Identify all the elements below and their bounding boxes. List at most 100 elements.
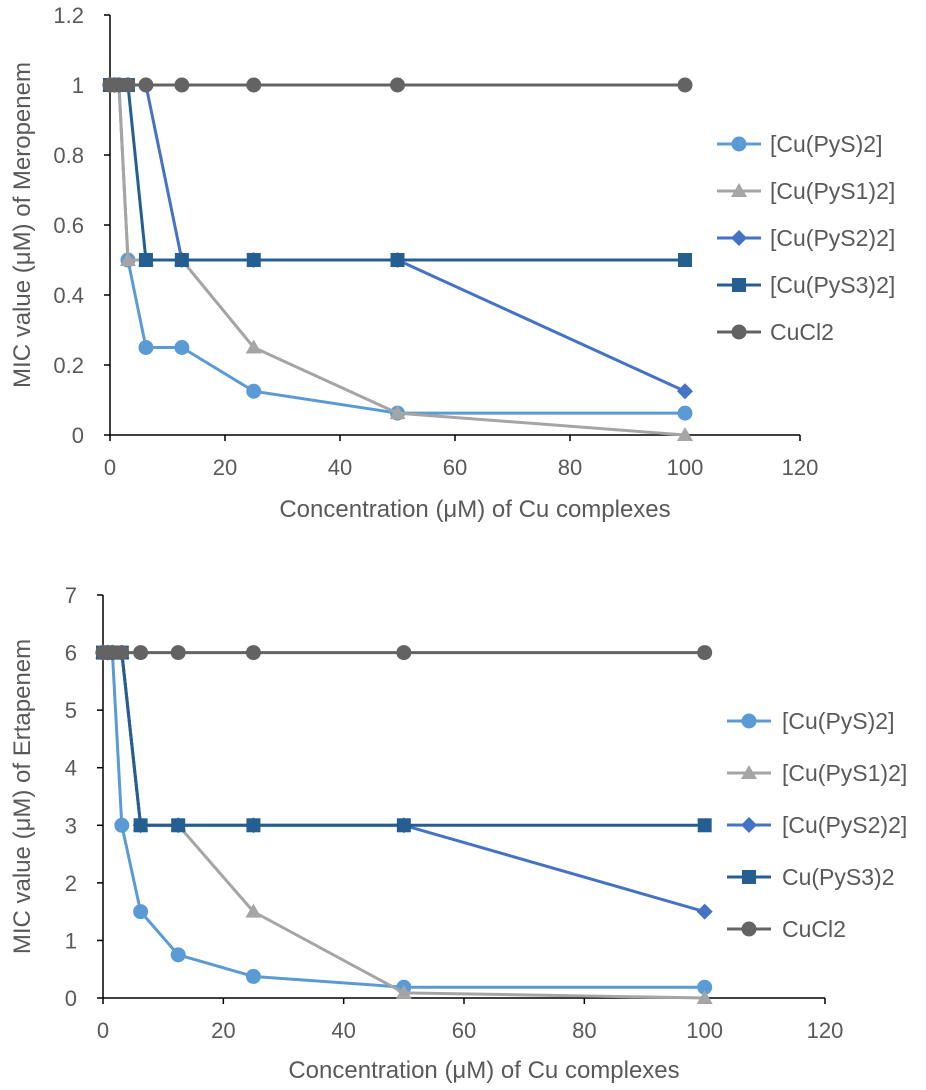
legend-item: CuCl2 bbox=[717, 319, 834, 345]
x-tick-label: 20 bbox=[211, 1018, 235, 1043]
legend-marker bbox=[742, 870, 756, 884]
y-tick-label: 6 bbox=[65, 641, 77, 666]
legend-label: [Cu(PyS1)2] bbox=[782, 760, 907, 786]
data-point bbox=[696, 990, 713, 1004]
series-4 bbox=[96, 645, 712, 833]
y-tick-label: 7 bbox=[65, 583, 77, 608]
data-point bbox=[138, 77, 154, 93]
legend-label: [Cu(PyS)2] bbox=[770, 131, 882, 157]
x-axis-label: Concentration (μM) of Cu complexes bbox=[288, 1057, 679, 1084]
chart-1: 0 0.2 0.4 0.6 0.8 1 1.2 0 20 40 60 80 100 120 Concentr… bbox=[9, 3, 895, 523]
series-line bbox=[103, 651, 705, 827]
y-tick-label: 4 bbox=[65, 756, 77, 781]
x-tick-label: 80 bbox=[572, 1018, 596, 1043]
data-point bbox=[174, 77, 190, 93]
legend-label: [Cu(PyS1)2] bbox=[770, 178, 895, 204]
legend-marker bbox=[731, 183, 747, 197]
legend-label: CuCl2 bbox=[782, 916, 846, 942]
data-point bbox=[171, 818, 186, 833]
data-point bbox=[697, 979, 713, 995]
x-tick-label: 40 bbox=[331, 1018, 355, 1043]
y-tick-label: 0 bbox=[72, 423, 84, 448]
y-tick-label: 2 bbox=[65, 871, 77, 896]
legend-item: [Cu(PyS)2] bbox=[727, 708, 894, 734]
legend-marker bbox=[731, 324, 747, 340]
legend-marker bbox=[732, 278, 746, 292]
data-point bbox=[245, 645, 261, 661]
legend-item: Cu(PyS3)2 bbox=[727, 864, 894, 890]
data-point bbox=[390, 77, 405, 93]
data-point bbox=[678, 253, 692, 267]
series-4 bbox=[103, 78, 692, 267]
series-5 bbox=[95, 645, 713, 661]
y-tick-label: 0.8 bbox=[53, 143, 84, 168]
legend-label: CuCl2 bbox=[770, 319, 834, 345]
y-tick-label: 0.2 bbox=[53, 353, 84, 378]
data-point bbox=[396, 818, 411, 833]
data-point bbox=[245, 968, 261, 984]
data-point bbox=[245, 339, 262, 354]
x-tick-label: 20 bbox=[213, 455, 237, 480]
x-tick-label: 100 bbox=[667, 455, 704, 480]
data-point bbox=[174, 253, 189, 267]
data-point bbox=[246, 818, 261, 833]
data-point bbox=[396, 645, 412, 661]
legend-marker bbox=[741, 765, 757, 779]
data-point bbox=[677, 383, 693, 400]
legend: [Cu(PyS)2] [Cu(PyS1)2] [Cu(PyS2)2] [Cu(PyS3… bbox=[717, 131, 895, 345]
data-point bbox=[170, 947, 186, 963]
legend-item: [Cu(PyS2)2] bbox=[717, 225, 895, 251]
x-tick-label: 120 bbox=[782, 455, 819, 480]
data-point bbox=[133, 818, 148, 833]
y-tick-label: 1 bbox=[65, 928, 77, 953]
y-tick-label: 5 bbox=[65, 698, 77, 723]
data-point bbox=[389, 405, 406, 420]
x-tick-label: 80 bbox=[558, 455, 582, 480]
chart-2: 0 1 2 3 4 5 6 7 0 20 40 60 80 100 120 Concentration (μM… bbox=[9, 583, 907, 1084]
data-point bbox=[697, 818, 712, 833]
x-tick-label: 0 bbox=[104, 455, 116, 480]
series-1 bbox=[102, 77, 693, 421]
series-line bbox=[110, 83, 685, 415]
x-tick-label: 0 bbox=[97, 1018, 109, 1043]
data-point bbox=[246, 383, 262, 399]
data-point bbox=[138, 340, 154, 355]
legend-marker bbox=[741, 817, 757, 833]
data-point bbox=[174, 340, 190, 355]
series-3 bbox=[95, 644, 713, 920]
legend-label: Cu(PyS3)2 bbox=[782, 864, 894, 890]
legend-marker bbox=[731, 230, 747, 246]
legend-label: [Cu(PyS2)2] bbox=[782, 812, 907, 838]
legend-label: [Cu(PyS3)2] bbox=[770, 272, 895, 298]
legend-marker bbox=[741, 713, 757, 729]
y-tick-label: 0 bbox=[65, 986, 77, 1011]
y-tick-label: 0.6 bbox=[53, 213, 84, 238]
x-tick-label: 120 bbox=[807, 1018, 844, 1043]
data-point bbox=[697, 645, 713, 661]
y-tick-label: 0.4 bbox=[53, 283, 84, 308]
y-tick-label: 1.2 bbox=[53, 3, 84, 28]
legend-item: [Cu(PyS1)2] bbox=[727, 760, 907, 786]
data-point bbox=[120, 77, 136, 93]
data-point bbox=[677, 427, 693, 441]
legend-marker bbox=[741, 921, 757, 937]
data-point bbox=[390, 253, 405, 267]
series-line bbox=[110, 83, 686, 393]
data-point bbox=[677, 405, 693, 421]
legend-label: [Cu(PyS2)2] bbox=[770, 225, 895, 251]
data-point bbox=[677, 77, 693, 93]
data-point bbox=[246, 77, 262, 93]
x-tick-label: 100 bbox=[686, 1018, 723, 1043]
data-point bbox=[133, 904, 149, 920]
data-point bbox=[170, 645, 186, 661]
x-axis-label: Concentration (μM) of Cu complexes bbox=[279, 496, 670, 523]
data-point bbox=[133, 645, 149, 661]
legend-item: CuCl2 bbox=[727, 916, 846, 942]
legend: [Cu(PyS)2] [Cu(PyS1)2] [Cu(PyS2)2] Cu(PyS3)… bbox=[727, 708, 907, 942]
data-point bbox=[696, 903, 713, 920]
legend-marker bbox=[731, 136, 747, 152]
series-5 bbox=[102, 77, 693, 93]
legend-item: [Cu(PyS2)2] bbox=[727, 812, 907, 838]
data-point bbox=[395, 984, 412, 999]
